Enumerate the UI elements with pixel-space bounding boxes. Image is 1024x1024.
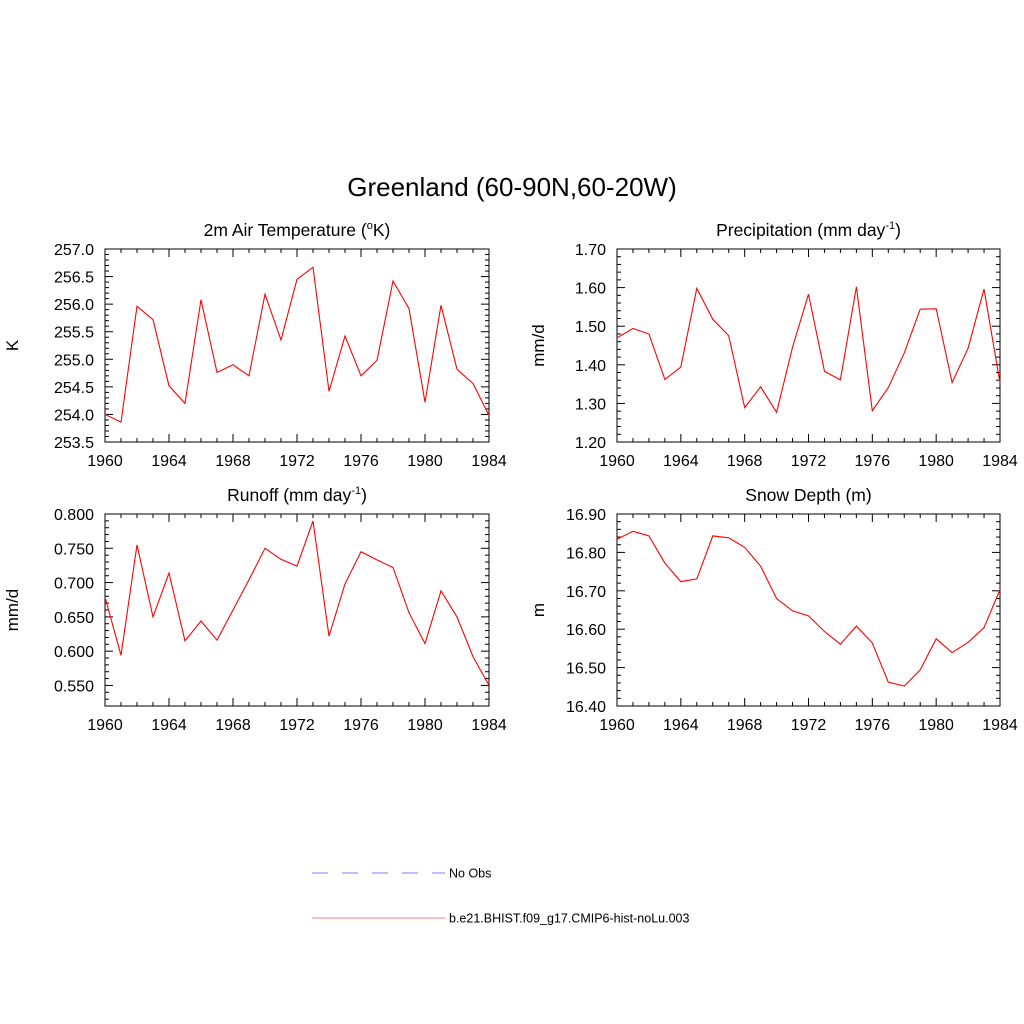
- y-tick-label: 0.700: [54, 576, 94, 593]
- x-tick-label: 1964: [663, 717, 699, 734]
- x-tick-label: 1960: [87, 717, 123, 734]
- series-line-precipitation: [616, 286, 1001, 414]
- y-tick-label: 1.30: [575, 396, 606, 413]
- y-tick-label: 0.650: [54, 610, 94, 627]
- series-line-snow-depth: [616, 530, 1001, 687]
- x-tick-label: 1968: [727, 717, 763, 734]
- panel-title: 2m Air Temperature (oK): [204, 220, 391, 240]
- x-tick-label: 1960: [87, 453, 123, 470]
- x-tick-label: 1976: [343, 453, 379, 470]
- x-tick-label: 1984: [982, 453, 1018, 470]
- x-tick-label: 1976: [855, 453, 891, 470]
- y-tick-label: 16.90: [566, 507, 606, 524]
- y-tick-label: 254.5: [54, 380, 94, 397]
- y-tick-label: 0.550: [54, 678, 94, 695]
- x-tick-label: 1968: [727, 453, 763, 470]
- y-axis-label: K: [3, 339, 22, 351]
- x-tick-label: 1972: [791, 453, 827, 470]
- plot-frame-runoff: [104, 513, 490, 707]
- y-axis-label: mm/d: [529, 324, 548, 367]
- plot-frame-precipitation: [616, 248, 1001, 443]
- y-tick-label: 16.60: [566, 622, 606, 639]
- y-tick-label: 254.0: [54, 407, 94, 424]
- y-tick-label: 16.50: [566, 661, 606, 678]
- x-tick-label: 1976: [343, 717, 379, 734]
- y-tick-label: 1.40: [575, 358, 606, 375]
- panel-title: Runoff (mm day-1): [227, 485, 367, 505]
- y-tick-label: 256.5: [54, 270, 94, 287]
- x-tick-label: 1980: [918, 717, 954, 734]
- x-tick-label: 1960: [599, 453, 635, 470]
- plot-frame-air-temperature: [104, 248, 490, 443]
- y-axis-label: m: [529, 603, 548, 617]
- x-tick-label: 1980: [407, 453, 443, 470]
- plot-frame-snow-depth: [616, 513, 1001, 707]
- legend-label-no-obs: No Obs: [449, 867, 491, 881]
- panel-runoff: 1960 1964 1968 1972 1976 1980 1984 0.550 0.600 0.…: [3, 485, 507, 734]
- legend: No Obs b.e21.BHIST.f09_g17.CMIP6-hist-no…: [312, 867, 689, 926]
- y-tick-label: 0.800: [54, 507, 94, 524]
- y-tick-label: 257.0: [54, 242, 94, 259]
- y-tick-label: 16.40: [566, 699, 606, 716]
- x-tick-label: 1968: [215, 717, 251, 734]
- legend-label-model: b.e21.BHIST.f09_g17.CMIP6-hist-noLu.003: [449, 912, 689, 926]
- figure-title: Greenland (60-90N,60-20W): [347, 172, 677, 202]
- y-tick-label: 0.750: [54, 541, 94, 558]
- x-tick-label: 1964: [151, 717, 187, 734]
- x-tick-label: 1968: [215, 453, 251, 470]
- panel-snow-depth: 1960 1964 1968 1972 1976 1980 1984 16.40 16.50 16…: [529, 485, 1018, 734]
- x-tick-label: 1984: [982, 717, 1018, 734]
- panel-precipitation: 1960 1964 1968 1972 1976 1980 1984 1.20 1.30 1.40…: [529, 220, 1018, 470]
- x-tick-label: 1984: [471, 717, 507, 734]
- y-axis-label: mm/d: [3, 589, 22, 632]
- y-tick-label: 16.80: [566, 545, 606, 562]
- x-tick-label: 1972: [791, 717, 827, 734]
- y-tick-label: 255.0: [54, 352, 94, 369]
- x-tick-label: 1964: [663, 453, 699, 470]
- y-tick-label: 0.600: [54, 644, 94, 661]
- y-tick-label: 1.60: [575, 281, 606, 298]
- x-tick-label: 1980: [407, 717, 443, 734]
- y-tick-label: 256.0: [54, 297, 94, 314]
- x-tick-label: 1964: [151, 453, 187, 470]
- y-tick-label: 1.20: [575, 435, 606, 452]
- y-tick-label: 253.5: [54, 435, 94, 452]
- series-line-air-temperature: [104, 266, 490, 423]
- panel-air-temperature: 1960 1964 1968 1972 1976 1980 1984 253.5 254.0 25…: [3, 220, 507, 470]
- y-tick-label: 16.70: [566, 584, 606, 601]
- x-tick-label: 1980: [918, 453, 954, 470]
- panel-title: Snow Depth (m): [745, 485, 871, 505]
- x-tick-label: 1972: [279, 717, 315, 734]
- y-tick-label: 1.70: [575, 242, 606, 259]
- x-tick-label: 1972: [279, 453, 315, 470]
- x-tick-label: 1976: [855, 717, 891, 734]
- y-tick-label: 1.50: [575, 319, 606, 336]
- x-tick-label: 1960: [599, 717, 635, 734]
- series-line-runoff: [104, 520, 490, 686]
- x-tick-label: 1984: [471, 453, 507, 470]
- panel-title: Precipitation (mm day-1): [716, 220, 901, 240]
- y-tick-label: 255.5: [54, 325, 94, 342]
